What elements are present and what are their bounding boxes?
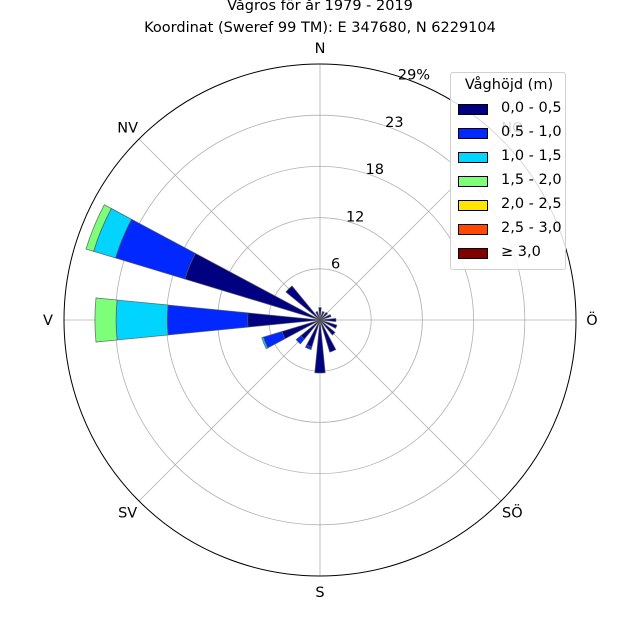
legend-swatch-4 [458, 200, 488, 211]
radial-tick-label-1: 12 [346, 209, 364, 225]
outer-ring [63, 63, 577, 577]
grid-spoke-3 [319, 319, 502, 502]
legend-title: Våghöjd (m) [464, 77, 554, 93]
legend-swatch-0 [458, 104, 488, 115]
bar-0-bin-0 [318, 307, 322, 321]
bar-337.5-bin-0 [315, 311, 321, 321]
direction-label-0: N [315, 41, 326, 57]
legend-label-2: 1,0 - 1,5 [501, 148, 562, 164]
bar-270-bin-2 [115, 299, 169, 341]
legend-swatch-3 [458, 176, 488, 187]
wave-rose-bars [85, 204, 338, 374]
legend-item-2: 1,0 - 1,5 [456, 148, 562, 167]
radial-tick-label-0: 6 [331, 257, 340, 273]
bar-292.5-bin-3 [85, 204, 112, 252]
bar-202.5-bin-1 [304, 344, 313, 351]
bar-270-bin-1 [166, 304, 249, 336]
bar-270-bin-3 [94, 297, 118, 343]
bar-22.5-bin-0 [319, 311, 325, 321]
legend-label-6: ≥ 3,0 [501, 244, 541, 260]
legend-item-0: 0,0 - 0,5 [456, 100, 562, 119]
direction-label-3: SÖ [502, 503, 523, 521]
radial-tick-label-3: 23 [385, 115, 403, 131]
legend-swatch-1 [458, 128, 488, 139]
legend-item-3: 1,5 - 2,0 [456, 172, 562, 191]
legend-label-5: 2,5 - 3,0 [501, 220, 562, 236]
legend-item-1: 0,5 - 1,0 [456, 124, 562, 143]
legend: Våghöjd (m) 0,0 - 0,5 0,5 - 1,0 1,0 - 1,… [450, 72, 566, 270]
bar-135-bin-0 [319, 319, 336, 336]
bar-112.5-bin-0 [319, 319, 338, 329]
grid-spoke-5 [138, 319, 321, 502]
direction-label-4: S [315, 585, 324, 601]
bar-247.5-bin-2 [261, 336, 269, 350]
legend-label-1: 0,5 - 1,0 [501, 124, 562, 140]
legend-label-3: 1,5 - 2,0 [501, 172, 562, 188]
legend-swatch-2 [458, 152, 488, 163]
bar-292.5-bin-1 [115, 218, 196, 280]
legend-item-4: 2,0 - 2,5 [456, 196, 562, 215]
bar-45-bin-0 [319, 311, 329, 321]
legend-item-5: 2,5 - 3,0 [456, 220, 562, 239]
radial-tick-label-4: 29% [398, 67, 430, 83]
bar-180-bin-0 [314, 319, 326, 374]
legend-swatch-5 [458, 224, 488, 235]
legend-item-6: ≥ 3,0 [456, 244, 562, 263]
bar-315-bin-0 [285, 285, 321, 321]
direction-label-2: Ö [586, 311, 597, 329]
bar-225-bin-1 [295, 335, 305, 345]
legend-swatch-6 [458, 248, 488, 259]
chart-title: Vågros för år 1979 - 2019 [227, 0, 413, 14]
direction-label-7: NV [117, 121, 138, 137]
chart-subtitle: Koordinat (Sweref 99 TM): E 347680, N 62… [144, 20, 496, 36]
bar-157.5-bin-0 [319, 319, 337, 353]
radial-tick-label-2: 18 [366, 162, 384, 178]
bar-90-bin-0 [319, 318, 337, 322]
legend-label-0: 0,0 - 0,5 [501, 100, 562, 116]
direction-label-6: V [43, 313, 53, 329]
direction-label-5: SV [118, 505, 137, 521]
legend-label-4: 2,0 - 2,5 [501, 196, 562, 212]
bar-67.5-bin-0 [319, 314, 332, 321]
